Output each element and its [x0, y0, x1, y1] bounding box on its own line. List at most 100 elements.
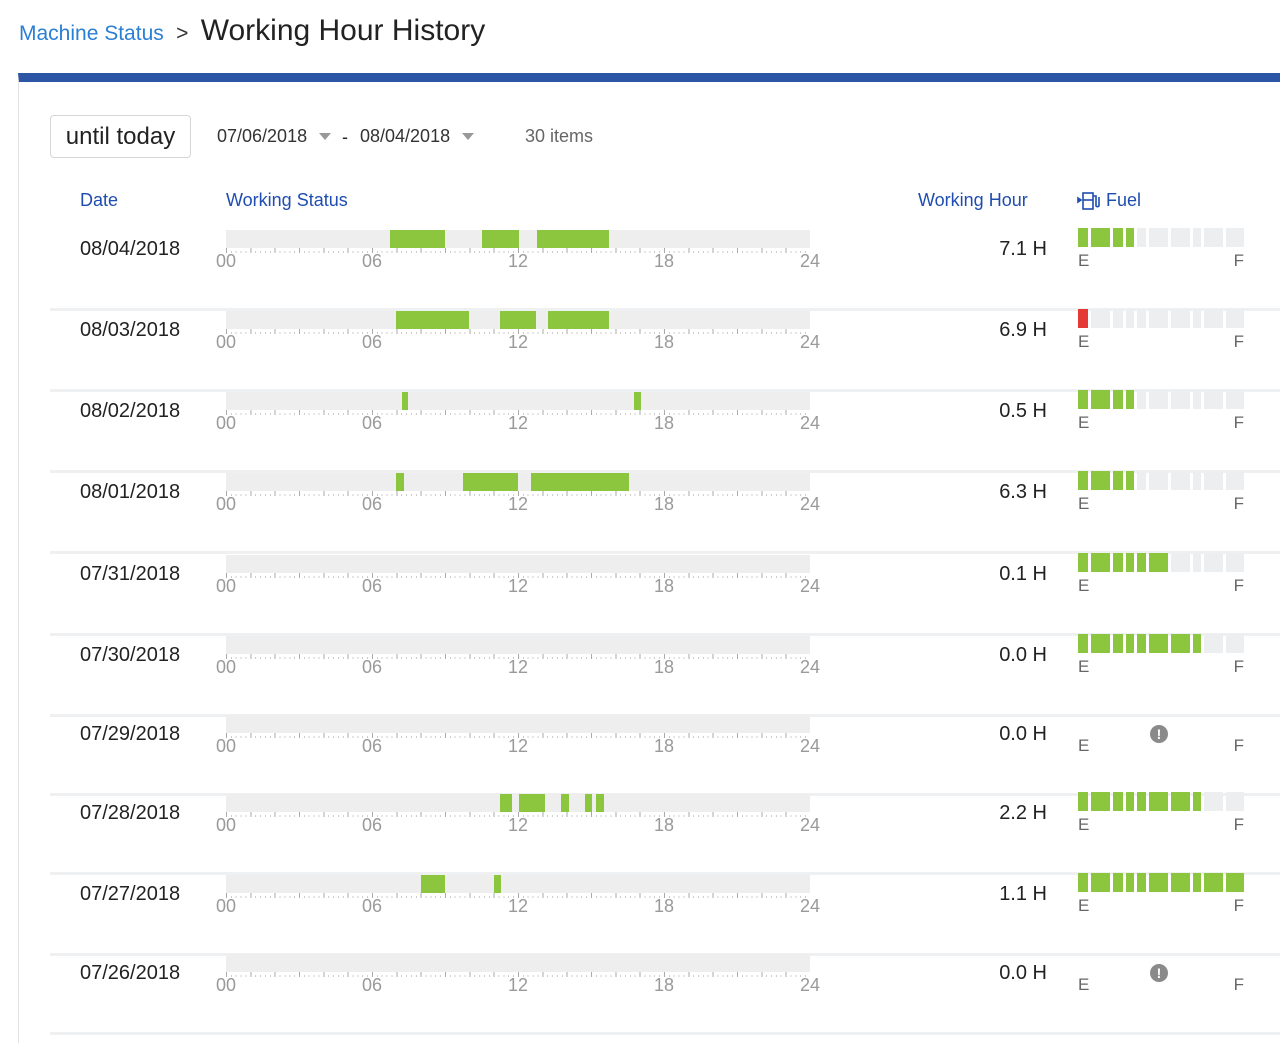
time-axis-label: 00: [216, 494, 237, 514]
fuel-full-label: F: [1233, 332, 1244, 351]
working-period: [402, 392, 409, 410]
fuel-segment: [1204, 471, 1223, 490]
fuel-segment: [1090, 553, 1111, 572]
fuel-segment: [1204, 634, 1223, 653]
warning-icon[interactable]: !: [1150, 725, 1168, 743]
fuel-segment: [1090, 390, 1111, 409]
breadcrumb-machine-status-link[interactable]: Machine Status: [19, 22, 164, 45]
fuel-segment: [1078, 553, 1088, 572]
fuel-segment: [1113, 228, 1123, 247]
working-period: [499, 311, 537, 329]
table-row[interactable]: 07/29/2018 00 06 12 18 24 0.0 H E! F: [50, 715, 1280, 796]
fuel-segment: [1090, 309, 1111, 328]
working-period: [499, 794, 512, 812]
time-axis-label: 12: [508, 576, 529, 596]
fuel-segment: [1170, 553, 1191, 572]
fuel-segment: [1193, 309, 1202, 328]
working-period: [420, 875, 445, 893]
fuel-segment: [1136, 634, 1147, 653]
column-header-date[interactable]: Date: [80, 190, 119, 210]
fuel-segment: [1225, 873, 1244, 892]
time-axis-label: 24: [800, 657, 821, 677]
fuel-empty-label: E: [1078, 736, 1090, 755]
column-header-working-hour[interactable]: Working Hour: [918, 190, 1028, 210]
fuel-segment: [1113, 309, 1123, 328]
timeline-ticks: [226, 733, 810, 738]
fuel-gauge: E! F: [1078, 952, 1244, 995]
fuel-segment: [1225, 309, 1244, 328]
working-period: [595, 794, 605, 812]
fuel-segment: [1225, 634, 1244, 653]
time-axis-label: 12: [508, 657, 529, 677]
time-axis-label: 06: [362, 815, 383, 835]
fuel-segment: [1170, 309, 1191, 328]
time-axis-label: 12: [508, 975, 529, 995]
working-period: [481, 230, 520, 248]
row-date: 08/04/2018: [80, 238, 181, 260]
fuel-empty-label: E: [1078, 657, 1090, 676]
fuel-segment: [1204, 309, 1223, 328]
working-status-timeline: 00 06 12 18 24: [216, 230, 820, 271]
working-status-timeline: 00 06 12 18 24: [216, 954, 820, 995]
fuel-segment: [1125, 792, 1134, 811]
time-axis-label: 12: [508, 815, 529, 835]
fuel-segment: [1113, 873, 1123, 892]
fuel-empty-label: E: [1078, 413, 1090, 432]
time-axis-label: 00: [216, 657, 237, 677]
fuel-segment: [1136, 309, 1147, 328]
working-hour-value: 0.0 H: [999, 723, 1047, 745]
fuel-segment: [1125, 471, 1134, 490]
working-hour-value: 2.2 H: [999, 802, 1047, 824]
column-header-working-status[interactable]: Working Status: [226, 190, 348, 210]
fuel-segment: [1193, 873, 1202, 892]
working-period: [531, 473, 629, 491]
time-axis-label: 06: [362, 332, 383, 352]
fuel-segment: [1225, 471, 1244, 490]
fuel-segment: [1204, 792, 1223, 811]
warning-icon[interactable]: !: [1150, 964, 1168, 982]
working-hour-value: 6.3 H: [999, 481, 1047, 503]
time-axis-label: 00: [216, 251, 237, 271]
start-date-select[interactable]: 07/06/2018: [217, 126, 332, 147]
fuel-full-label: F: [1233, 975, 1244, 994]
working-period: [519, 794, 545, 812]
working-period: [493, 875, 501, 893]
until-today-button[interactable]: until today: [50, 115, 191, 158]
fuel-full-label: F: [1233, 896, 1244, 915]
time-axis-label: 00: [216, 975, 237, 995]
row-date: 07/30/2018: [80, 644, 181, 666]
working-period: [537, 230, 610, 248]
fuel-segment: [1193, 634, 1202, 653]
fuel-segment: [1149, 309, 1168, 328]
working-hour-value: 7.1 H: [999, 238, 1047, 260]
fuel-empty-label: E: [1078, 576, 1090, 595]
fuel-segment: [1149, 390, 1168, 409]
table-row[interactable]: 07/26/2018 00 06 12 18 24 0.0 H E! F: [50, 954, 1280, 1035]
fuel-segment: [1078, 634, 1088, 653]
time-axis-label: 24: [800, 494, 821, 514]
fuel-segment: [1225, 228, 1244, 247]
time-axis-label: 18: [654, 657, 675, 677]
fuel-header-label: Fuel: [1106, 190, 1142, 210]
column-header-fuel[interactable]: Fuel: [1077, 190, 1141, 211]
working-hour-value: 6.9 H: [999, 319, 1047, 341]
fuel-segment: [1149, 228, 1168, 247]
timeline-ticks: [226, 972, 810, 977]
working-period: [396, 473, 404, 491]
end-date-select[interactable]: 08/04/2018: [360, 126, 475, 147]
time-axis-label: 12: [508, 736, 529, 756]
fuel-segment: [1125, 390, 1134, 409]
time-axis-label: 06: [362, 413, 383, 433]
fuel-segment: [1078, 873, 1088, 892]
row-date: 08/03/2018: [80, 319, 181, 341]
